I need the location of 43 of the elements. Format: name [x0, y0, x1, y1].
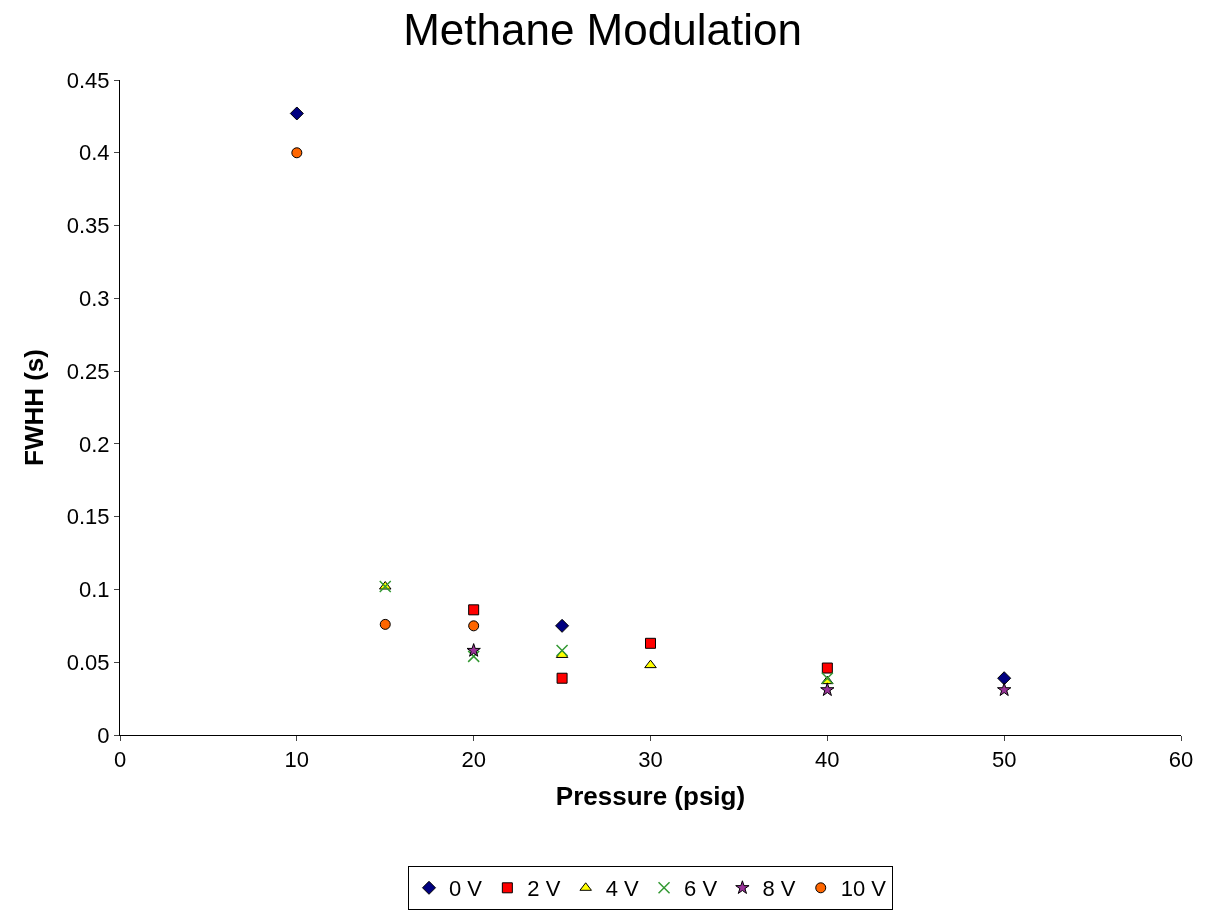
y-tick-label: 0.4	[79, 140, 110, 166]
y-tick-label: 0.3	[79, 286, 110, 312]
point	[997, 682, 1012, 697]
point	[555, 644, 569, 657]
point	[644, 659, 657, 669]
x-tick-label: 10	[284, 747, 310, 773]
legend-label: 6 V	[684, 876, 718, 902]
point	[468, 620, 480, 632]
y-axis-title: FWHH (s)	[19, 349, 50, 466]
x-tick-label: 50	[991, 747, 1017, 773]
legend-label: 8 V	[762, 876, 796, 902]
y-tick-label: 0.35	[66, 213, 110, 239]
point	[556, 672, 568, 684]
x-tick-label: 60	[1168, 747, 1194, 773]
legend-label: 0 V	[449, 876, 483, 902]
point	[468, 604, 480, 616]
x-tick-label: 40	[815, 747, 840, 773]
point	[997, 671, 1012, 686]
y-tick-label: 0.45	[66, 67, 110, 93]
point	[466, 643, 481, 657]
y-tick-label: 0.2	[79, 431, 110, 457]
y-tick-label: 0.25	[66, 358, 110, 384]
y-tick-label: 0.1	[79, 577, 110, 603]
point	[645, 637, 656, 649]
legend-label: 4 V	[605, 876, 640, 902]
chart-title: Methane Modulation	[403, 4, 802, 54]
x-tick-label: 20	[461, 747, 486, 773]
point	[821, 671, 834, 685]
point	[291, 147, 303, 159]
legend-label: 10 V	[840, 876, 887, 902]
point	[379, 618, 391, 630]
point	[820, 682, 835, 697]
x-axis-title: Pressure (psig)	[555, 781, 746, 812]
y-tick-label: 0.05	[66, 649, 110, 675]
point	[555, 618, 570, 633]
y-tick-label: 0	[97, 722, 110, 748]
point	[467, 650, 480, 663]
point	[821, 662, 833, 674]
x-tick-label: 30	[638, 747, 663, 773]
point	[289, 106, 304, 121]
legend-label: 2 V	[527, 876, 561, 902]
y-tick-label: 0.15	[66, 504, 110, 530]
x-tick-label: 0	[113, 747, 127, 773]
